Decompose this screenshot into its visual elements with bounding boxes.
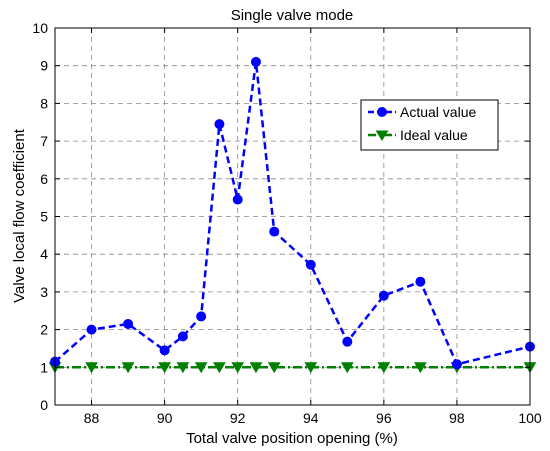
actual-value-point [269, 226, 280, 237]
ideal-value-point [85, 362, 98, 374]
x-tick-label: 90 [157, 410, 173, 426]
ideal-value-point [267, 362, 281, 374]
legend-actual-marker [377, 107, 387, 117]
chart-title: Single valve mode [231, 7, 354, 24]
ideal-value-point [414, 362, 427, 374]
actual-value-series [50, 56, 535, 370]
ideal-value-point [377, 362, 391, 374]
actual-value-point [250, 56, 261, 67]
ideal-value-point [249, 362, 263, 374]
legend: Actual value Ideal value [360, 99, 499, 151]
actual-value-point [214, 119, 225, 130]
y-tick-label: 5 [40, 209, 48, 225]
y-tick-label: 4 [40, 246, 48, 262]
ideal-value-point [213, 362, 226, 374]
legend-ideal-label: Ideal value [400, 127, 468, 143]
ideal-value-point [304, 362, 318, 374]
x-axis-label: Total valve position opening (%) [186, 430, 398, 447]
y-tick-label: 6 [40, 171, 48, 187]
actual-value-line [54, 60, 531, 366]
actual-value-point [305, 259, 316, 270]
ideal-value-point [340, 362, 354, 374]
y-axis-label: Valve local flow coefficient [11, 128, 28, 303]
y-tick-label: 8 [40, 95, 48, 111]
y-tick-label: 7 [40, 133, 48, 149]
y-tick-label: 2 [40, 322, 48, 338]
y-tick-label: 10 [32, 20, 48, 36]
ideal-value-point [158, 362, 171, 374]
actual-value-point [196, 311, 207, 322]
actual-value-point [415, 276, 426, 287]
actual-value-point [451, 359, 462, 370]
actual-value-point [86, 324, 97, 335]
legend-actual-label: Actual value [400, 104, 476, 120]
y-tick-label: 3 [40, 284, 48, 300]
ideal-value-point [194, 362, 208, 374]
y-tick-label: 0 [40, 397, 48, 413]
legend-ideal-marker [375, 130, 389, 141]
x-tick-label: 96 [376, 410, 392, 426]
actual-value-point [378, 290, 389, 301]
actual-value-point [232, 194, 243, 205]
y-tick-label: 1 [40, 359, 48, 375]
x-tick-label: 100 [518, 410, 542, 426]
y-tick-label: 9 [40, 58, 48, 74]
ideal-value-point [231, 362, 245, 374]
x-tick-label: 98 [449, 410, 465, 426]
ideal-value-point [176, 362, 190, 374]
actual-value-point [159, 345, 170, 356]
x-tick-label: 88 [84, 410, 100, 426]
ideal-value-point [121, 362, 135, 374]
x-tick-label: 92 [230, 410, 246, 426]
actual-value-point [342, 336, 353, 347]
actual-value-point [177, 331, 188, 342]
actual-value-point [123, 318, 134, 329]
axis-ticks: 88 90 92 94 96 98 100 0 1 2 3 4 5 6 7 8 9 10 [32, 20, 541, 426]
x-tick-label: 94 [303, 410, 319, 426]
